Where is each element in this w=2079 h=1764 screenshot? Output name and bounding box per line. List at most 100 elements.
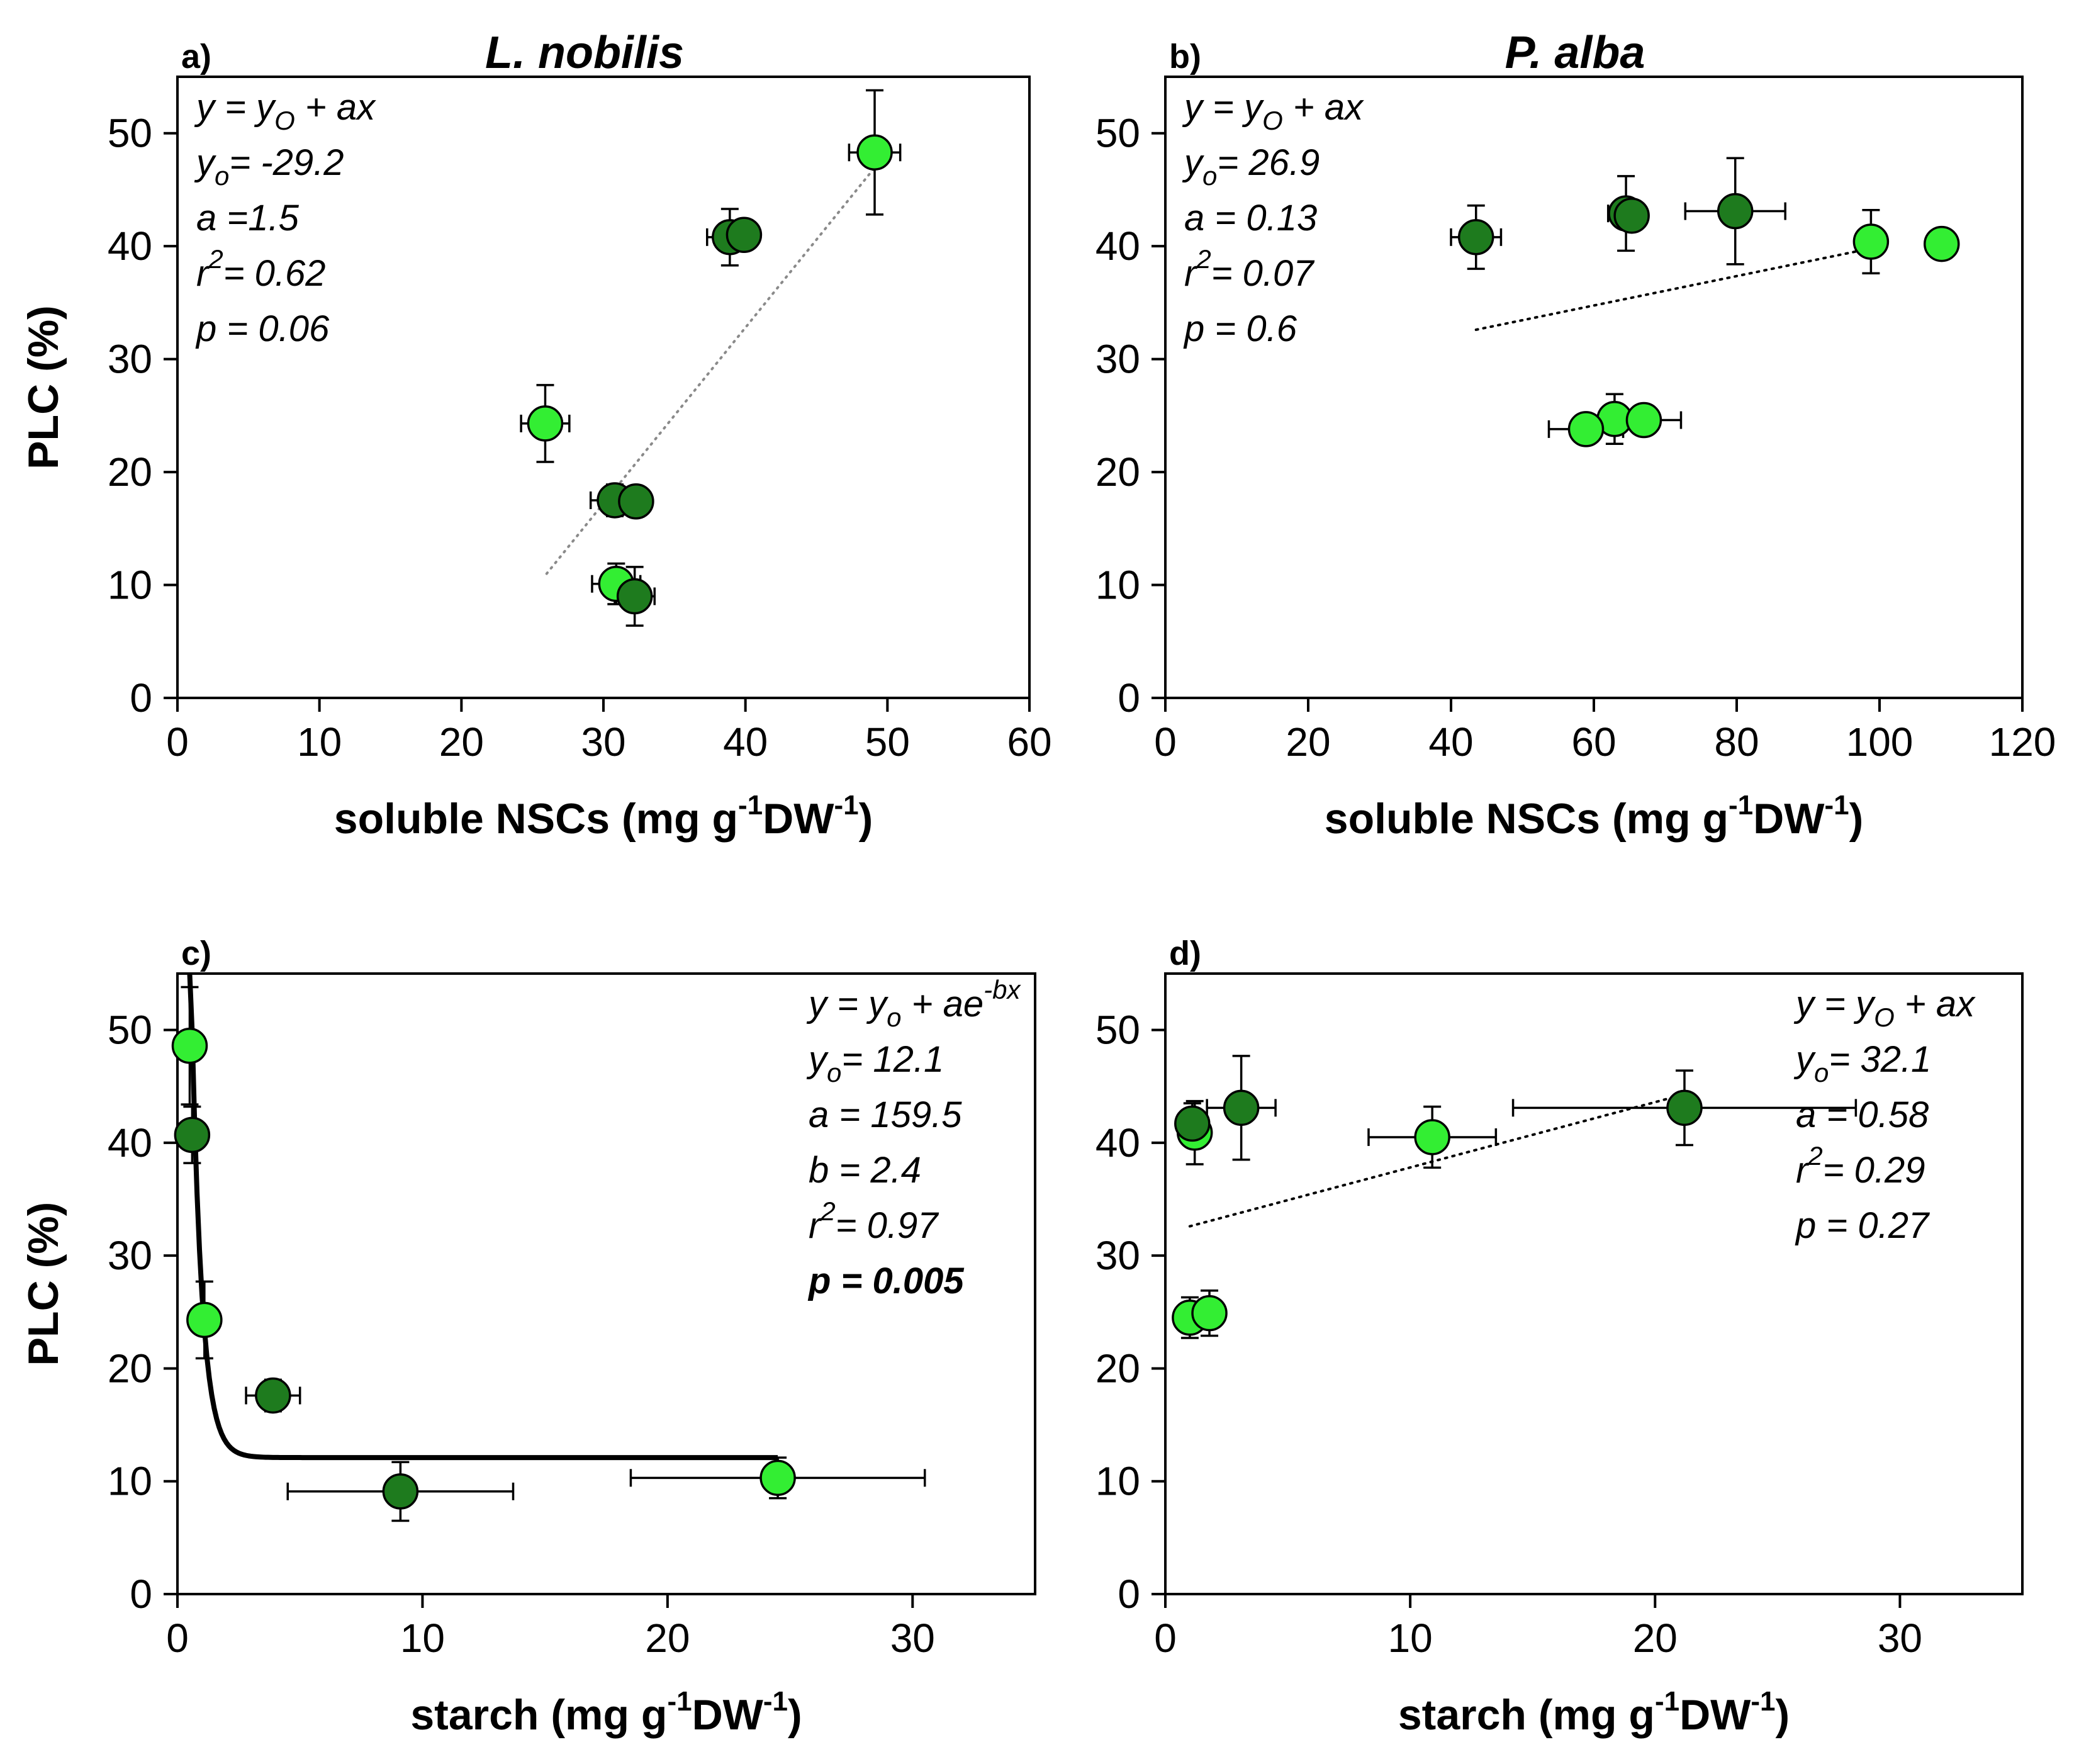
y-tick-label: 20 xyxy=(108,1345,152,1391)
x-tick-label: 20 xyxy=(1286,719,1330,765)
equation-text: r xyxy=(1796,1150,1810,1191)
x-axis-label-text: ) xyxy=(1849,795,1864,843)
x-axis-label-superscript: -1 xyxy=(1655,1686,1679,1717)
x-tick-label: 50 xyxy=(865,719,910,765)
equation-superscript: 2 xyxy=(820,1196,835,1226)
equation-text: y xyxy=(1182,142,1204,183)
y-tick-label: 30 xyxy=(108,1233,152,1278)
equation-line: y = yo + ae-bx xyxy=(806,975,1021,1032)
equation-text: = 26.9 xyxy=(1217,142,1320,183)
y-axis-label: PLC (%) xyxy=(20,1202,67,1366)
x-tick-label: 20 xyxy=(645,1615,690,1661)
data-point-dark-green xyxy=(382,1473,419,1510)
x-axis-label: soluble NSCs (mg g-1DW-1) xyxy=(334,790,873,843)
x-tick-label: 0 xyxy=(1154,1615,1177,1661)
x-axis-label: starch (mg g-1DW-1) xyxy=(1398,1686,1790,1739)
x-axis-label-superscript: -1 xyxy=(1751,1686,1775,1717)
x-axis-label-text: DW xyxy=(1679,1691,1751,1739)
equation-text: y = y xyxy=(806,984,888,1025)
y-tick-label: 0 xyxy=(1118,1571,1140,1617)
x-tick-label: 0 xyxy=(1154,719,1177,765)
equation-subscript: o xyxy=(1814,1058,1829,1087)
x-tick-label: 80 xyxy=(1714,719,1759,765)
data-point-dark-green xyxy=(174,1116,211,1154)
equation-text: p = 0.005 xyxy=(807,1261,964,1301)
y-tick-label: 0 xyxy=(130,675,152,721)
equation-superscript: 2 xyxy=(1196,244,1211,274)
data-point-dark-green xyxy=(616,578,653,615)
fit-curve xyxy=(187,973,778,1461)
y-tick-label: 10 xyxy=(1096,1459,1140,1504)
equation-line: p = 0.6 xyxy=(1183,308,1297,349)
y-tick-label: 20 xyxy=(1096,449,1140,495)
panel-b: 0 20 40 60 80 100 120 0 10 20 30 40 50 b) P. alba solub… xyxy=(1096,28,2056,843)
equation-text: a = 0.13 xyxy=(1184,198,1317,239)
equation-text: a = 0.58 xyxy=(1796,1094,1929,1135)
panel-label: a) xyxy=(181,38,211,76)
equation-subscript: O xyxy=(1262,106,1283,135)
x-axis-label-text: starch (mg g xyxy=(410,1691,667,1739)
x-axis-label-text: DW xyxy=(763,795,834,843)
equation-text: p = 0.06 xyxy=(195,308,330,349)
equation-line: b = 2.4 xyxy=(809,1150,921,1191)
x-axis-label-text: starch (mg g xyxy=(1398,1691,1655,1739)
equation-text: = 0.97 xyxy=(836,1205,940,1246)
equation-subscript: o xyxy=(1202,161,1217,191)
data-point-dark-green xyxy=(1223,1089,1260,1126)
x-axis-label: soluble NSCs (mg g-1DW-1) xyxy=(1325,790,1863,843)
equation-superscript: 2 xyxy=(208,244,223,274)
equation-text: p = 0.27 xyxy=(1795,1205,1930,1246)
x-axis-label-text: ) xyxy=(859,795,873,843)
x-axis-label-superscript: -1 xyxy=(763,1686,788,1717)
equation-subscript: O xyxy=(1874,1003,1895,1032)
data-point-dark-green xyxy=(255,1377,291,1414)
equation-subscript: o xyxy=(215,161,229,191)
chart-title: P. alba xyxy=(1505,28,1645,78)
equation-line: yo= 26.9 xyxy=(1182,142,1320,191)
data-point-dark-green xyxy=(618,483,654,520)
data-point-light-green xyxy=(186,1301,223,1339)
equation-text: y = y xyxy=(1793,984,1876,1025)
data-point-light-green xyxy=(1567,411,1605,447)
x-axis-label-superscript: -1 xyxy=(1729,790,1753,821)
x-tick-label: 100 xyxy=(1846,719,1914,765)
equation-line: r2= 0.97 xyxy=(809,1196,939,1246)
y-tick-label: 20 xyxy=(1096,1345,1140,1391)
equation-text: a =1.5 xyxy=(196,198,300,239)
y-tick-label: 40 xyxy=(108,1120,152,1166)
equation-line: yo= -29.2 xyxy=(194,142,344,191)
equation-text: y xyxy=(806,1039,829,1080)
equation-text: + ax xyxy=(1895,984,1976,1025)
data-point-dark-green xyxy=(1666,1089,1703,1126)
equation-text: = 0.07 xyxy=(1211,253,1316,294)
y-tick-label: 50 xyxy=(108,1008,152,1053)
x-tick-label: 0 xyxy=(166,719,189,765)
x-tick-label: 0 xyxy=(166,1615,189,1661)
equation-text: y = y xyxy=(1182,87,1264,128)
y-tick-label: 50 xyxy=(108,111,152,156)
y-tick-label: 30 xyxy=(1096,337,1140,382)
y-tick-label: 10 xyxy=(108,563,152,608)
data-point-dark-green xyxy=(1174,1105,1211,1142)
plot-frame xyxy=(1164,972,2024,1595)
equation-line: a = 0.58 xyxy=(1796,1094,1929,1135)
x-axis-label-superscript: -1 xyxy=(667,1686,692,1717)
equation-text: = 0.62 xyxy=(223,253,326,294)
chart-title: L. nobilis xyxy=(485,28,684,78)
data-point-light-green xyxy=(856,134,893,171)
x-tick-label: 60 xyxy=(1571,719,1616,765)
x-tick-label: 30 xyxy=(1878,1615,1922,1661)
y-tick-label: 40 xyxy=(1096,1120,1140,1166)
y-tick-label: 10 xyxy=(108,1459,152,1504)
x-tick-label: 40 xyxy=(1428,719,1473,765)
x-tick-label: 10 xyxy=(400,1615,445,1661)
equation-line: p = 0.06 xyxy=(195,308,330,349)
equation-superscript: 2 xyxy=(1807,1141,1822,1171)
x-axis-label-text: soluble NSCs (mg g xyxy=(1325,795,1729,843)
equation-text: r xyxy=(196,253,210,294)
y-tick-label: 30 xyxy=(108,337,152,382)
y-tick-label: 30 xyxy=(1096,1233,1140,1278)
equation-text: y = y xyxy=(194,87,276,128)
equation-line: p = 0.27 xyxy=(1795,1205,1930,1246)
